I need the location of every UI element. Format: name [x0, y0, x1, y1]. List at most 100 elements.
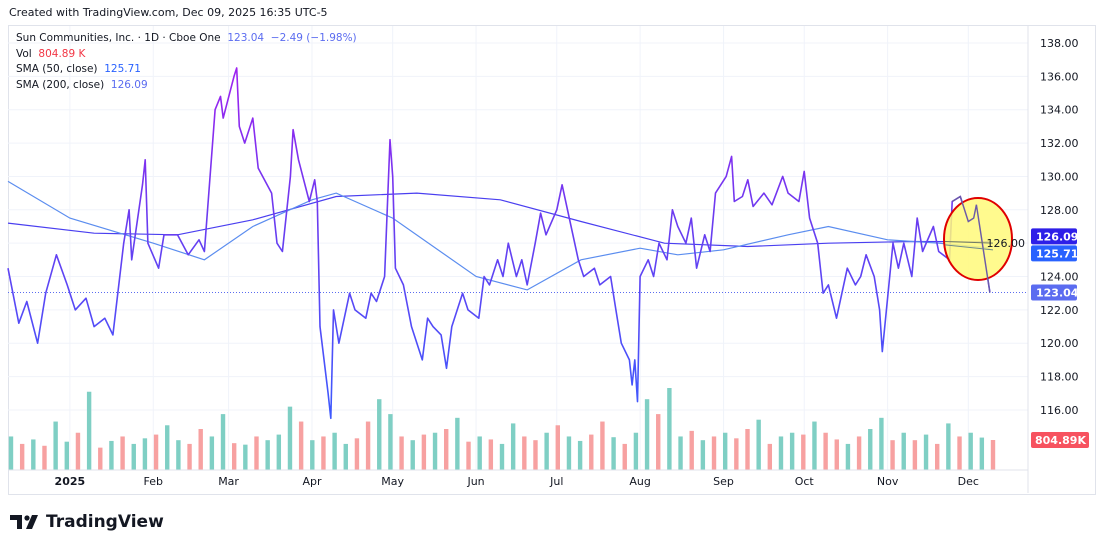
volume-bar: [8, 436, 14, 470]
volume-bar: [801, 434, 806, 470]
legend-sma50-row: SMA (50, close) 125.71: [16, 62, 357, 78]
volume-bar: [589, 434, 594, 470]
y-tick-label: 138.00: [1040, 37, 1079, 50]
volume-bar: [577, 440, 583, 470]
volume-bar: [220, 414, 226, 470]
volume-bar: [767, 443, 773, 470]
volume-badge: [1031, 432, 1089, 448]
volume-bar: [499, 443, 505, 470]
volume-bar: [856, 436, 862, 470]
volume-bar: [131, 443, 136, 470]
volume-bar: [477, 436, 482, 470]
volume-bar: [968, 432, 973, 470]
volume-bar: [231, 443, 237, 470]
legend: Sun Communities, Inc. · 1D · Cboe One 12…: [16, 31, 357, 93]
volume-bar: [711, 436, 717, 470]
volume-bar: [31, 439, 36, 470]
volume-bar: [600, 421, 605, 470]
legend-symbol-row: Sun Communities, Inc. · 1D · Cboe One 12…: [16, 31, 357, 47]
volume-bar: [421, 434, 427, 470]
volume-bar: [187, 443, 192, 470]
volume-bar: [176, 440, 181, 470]
x-tick-label: 2025: [55, 475, 86, 488]
volume-bar: [365, 421, 371, 470]
volume-bar: [957, 436, 962, 470]
volume-bar: [722, 432, 728, 470]
volume-bar: [745, 429, 750, 470]
volume-bar: [656, 414, 661, 470]
volume-bar: [633, 432, 639, 470]
volume-bar: [298, 421, 304, 470]
volume-bar: [488, 439, 494, 470]
volume-bar: [879, 417, 884, 470]
last-price-badge-label: 123.04: [1036, 287, 1079, 300]
volume-bar: [812, 421, 817, 470]
volume-bar: [109, 440, 114, 470]
volume-bar: [890, 440, 895, 470]
volume-bar: [566, 436, 572, 470]
volume-bar: [53, 421, 58, 470]
sma50-badge-label: 125.71: [1036, 247, 1078, 260]
volume-bar: [332, 432, 337, 470]
tradingview-logo-icon: [10, 515, 38, 529]
volume-bar: [287, 406, 293, 470]
volume-bar: [734, 438, 739, 470]
volume-bar: [388, 414, 393, 470]
volume-bar: [19, 443, 25, 470]
volume-bar: [265, 440, 270, 470]
volume-bar: [912, 440, 918, 470]
volume-bar: [689, 430, 694, 470]
volume-bar: [254, 436, 259, 470]
x-tick-label: Jul: [549, 475, 563, 488]
sma200-badge-label: 126.09: [1036, 230, 1078, 243]
x-tick-label: Apr: [302, 475, 322, 488]
price-line-highlighted: [951, 195, 991, 293]
legend-vol-row: Vol 804.89 K: [16, 47, 357, 63]
volume-bar: [354, 438, 360, 470]
y-tick-label: 122.00: [1040, 304, 1079, 317]
volume-bar: [700, 440, 706, 470]
last-price-badge: [1031, 284, 1077, 301]
x-tick-label: Jun: [466, 475, 484, 488]
last-price: 123.04: [227, 32, 265, 44]
sma50-label: SMA (50, close): [16, 63, 98, 75]
volume-bar: [756, 419, 761, 470]
volume-bar: [321, 436, 326, 470]
volume-bar: [544, 432, 549, 470]
volume-bar: [466, 441, 471, 470]
volume-bar: [455, 417, 460, 470]
volume-bar: [198, 429, 203, 470]
volume-bar: [120, 436, 125, 470]
y-tick-label: 134.00: [1040, 104, 1079, 117]
legend-sma200-row: SMA (200, close) 126.09: [16, 78, 357, 94]
volume-bar: [98, 447, 103, 470]
volume-bar: [165, 425, 170, 470]
y-tick-label: 126.00: [987, 237, 1026, 250]
sma50-value: 125.71: [104, 63, 141, 75]
volume-bar: [789, 432, 795, 470]
volume-bar: [611, 437, 616, 470]
sma50-highlighted: [944, 244, 994, 251]
volume-bar: [946, 423, 951, 470]
volume-bar: [75, 432, 81, 470]
volume-bar: [901, 432, 906, 470]
volume-bar: [377, 399, 382, 470]
volume-bar: [153, 434, 159, 470]
highlight-circle: [943, 197, 1013, 281]
volume-bar: [142, 438, 148, 470]
volume-bar: [644, 399, 650, 470]
volume-bar: [276, 434, 282, 470]
volume-bar: [243, 444, 248, 470]
chart-frame: [8, 25, 1096, 495]
symbol-label: Sun Communities, Inc. · 1D · Cboe One: [16, 32, 221, 44]
volume-bar: [845, 443, 851, 470]
volume-bar: [823, 432, 828, 470]
volume-bar: [667, 388, 672, 470]
x-tick-label: Aug: [629, 475, 650, 488]
volume-bar: [834, 439, 839, 470]
sma200-badge: [1031, 228, 1077, 245]
volume-bar: [444, 429, 449, 470]
volume-bar: [310, 440, 315, 470]
